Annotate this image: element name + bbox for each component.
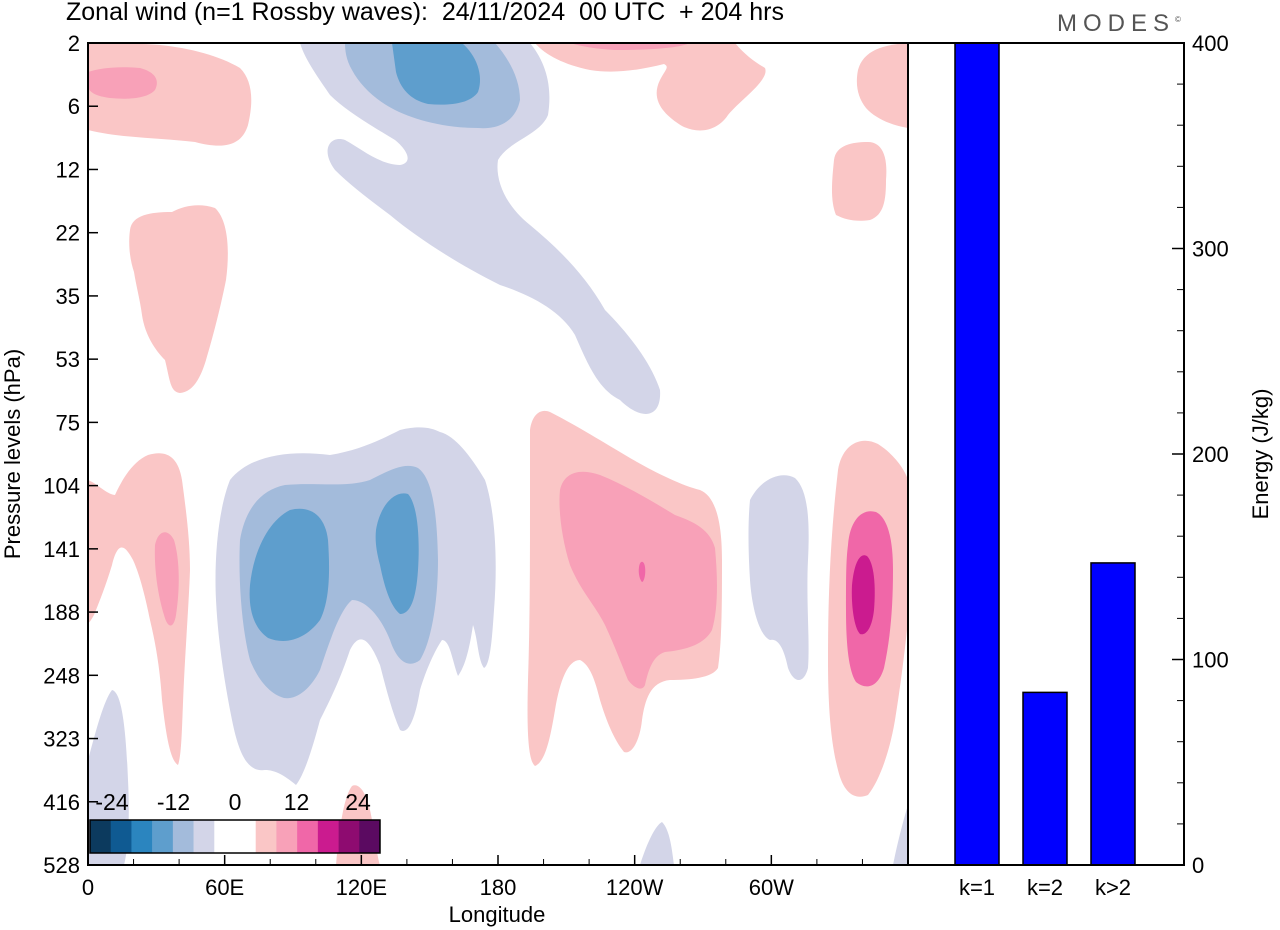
colorbar: -24 -12 0 12 24 bbox=[89, 789, 381, 854]
y-tick-label: 416 bbox=[43, 790, 80, 815]
x-tick-label: 60E bbox=[205, 875, 244, 900]
energy-bars bbox=[954, 42, 1136, 866]
colorbar-swatch bbox=[276, 820, 298, 853]
contour-neg-bottom-mid bbox=[640, 822, 674, 865]
colorbar-swatch bbox=[110, 820, 132, 853]
y-tick-label: 104 bbox=[43, 474, 80, 499]
colorbar-swatch bbox=[338, 820, 360, 853]
contour-plot-frame bbox=[87, 42, 909, 866]
logo-text: MODES bbox=[1057, 10, 1176, 37]
colorbar-swatch bbox=[297, 820, 319, 853]
contour-neg-bottom-right bbox=[893, 805, 908, 865]
chart-title: Zonal wind (n=1 Rossby waves): 24/11/202… bbox=[66, 0, 784, 26]
colorbar-tick-label: 12 bbox=[284, 789, 310, 815]
colorbar-tick-label: 24 bbox=[345, 789, 371, 815]
contour-pos2-trop-middle bbox=[559, 471, 717, 689]
contour-pos2-upper-left bbox=[88, 67, 157, 99]
contour-neg-east bbox=[748, 475, 809, 680]
negative-level-1-regions bbox=[88, 43, 908, 865]
modes-logo: MODES© bbox=[1057, 10, 1181, 37]
y-tick-label: 6 bbox=[68, 94, 80, 119]
energy-axis-ticks: 0 100 200 300 400 bbox=[1172, 31, 1229, 878]
negative-level-3-regions bbox=[249, 43, 481, 641]
contour-pos2-upper-middle bbox=[570, 43, 690, 50]
energy-category-label: k=2 bbox=[1027, 875, 1063, 900]
x-tick-label: 120E bbox=[336, 875, 387, 900]
colorbar-swatch bbox=[359, 820, 381, 853]
energy-tick-label: 100 bbox=[1192, 648, 1229, 673]
contour-pos-trop-left bbox=[88, 453, 190, 765]
energy-category-labels: k=1 k=2 k>2 bbox=[959, 875, 1131, 900]
y-tick-label: 35 bbox=[56, 284, 80, 309]
contour-pos-upper-middle bbox=[535, 43, 766, 131]
colorbar-swatch bbox=[317, 820, 339, 853]
positive-level-4-regions bbox=[851, 555, 875, 635]
positive-level-1-regions bbox=[88, 43, 908, 865]
colorbar-tick-label: -24 bbox=[95, 789, 128, 815]
y-tick-label: 188 bbox=[43, 600, 80, 625]
y-tick-label: 2 bbox=[68, 31, 80, 56]
colorbar-tick-label: 0 bbox=[229, 789, 242, 815]
energy-bar-k=1 bbox=[954, 42, 1000, 866]
colorbar-tick-label: -12 bbox=[157, 789, 190, 815]
energy-tick-label: 300 bbox=[1192, 237, 1229, 262]
colorbar-swatch bbox=[152, 820, 174, 853]
contour-neg3-trop-b bbox=[375, 493, 419, 614]
y-axis-label: Pressure levels (hPa) bbox=[0, 349, 25, 559]
contour-neg-upper-band bbox=[300, 43, 661, 414]
y-tick-label: 141 bbox=[43, 537, 80, 562]
contour-pos-strat-left bbox=[129, 205, 228, 393]
x-tick-label: 0 bbox=[82, 875, 94, 900]
contour-neg3-trop-a bbox=[249, 508, 330, 641]
y-tick-label: 75 bbox=[56, 410, 80, 435]
contour-pos4-trop-right bbox=[851, 555, 875, 635]
contour-pos-strat-right bbox=[832, 142, 887, 221]
x-axis-label: Longitude bbox=[449, 902, 546, 927]
colorbar-frame bbox=[89, 819, 381, 854]
energy-bar-k>2 bbox=[1090, 562, 1136, 866]
energy-category-label: k=1 bbox=[959, 875, 995, 900]
contour-pos2-trop-left bbox=[154, 532, 179, 626]
colorbar-swatch bbox=[235, 820, 257, 853]
x-tick-label: 180 bbox=[480, 875, 517, 900]
x-tick-label: 60W bbox=[749, 875, 794, 900]
y-tick-label: 323 bbox=[43, 727, 80, 752]
colorbar-swatch bbox=[172, 820, 194, 853]
pressure-axis-ticks: 2 6 12 22 35 53 75 104 141 188 248 323 416 528 bbox=[43, 31, 98, 878]
colorbar-swatch bbox=[90, 820, 112, 853]
colorbar-swatch bbox=[131, 820, 153, 853]
contour-pos3-spot bbox=[638, 561, 646, 582]
energy-tick-label: 400 bbox=[1192, 31, 1229, 56]
contour-neg3-upper bbox=[392, 43, 481, 105]
x-tick-label: 120W bbox=[606, 875, 664, 900]
energy-axis-label: Energy (J/kg) bbox=[1248, 389, 1273, 520]
contour-pos-upper-right bbox=[856, 43, 908, 128]
energy-category-label: k>2 bbox=[1095, 875, 1131, 900]
energy-bar-k=2 bbox=[1022, 691, 1068, 866]
y-tick-label: 12 bbox=[56, 157, 80, 182]
positive-level-2-regions bbox=[88, 43, 717, 689]
y-tick-label: 53 bbox=[56, 347, 80, 372]
longitude-axis-ticks: 0 60E 120E 180 120W 60W bbox=[82, 855, 863, 900]
y-tick-label: 528 bbox=[43, 853, 80, 878]
contour-field bbox=[88, 43, 908, 865]
colorbar-swatch bbox=[214, 820, 236, 853]
colorbar-swatch bbox=[193, 820, 215, 853]
energy-tick-label: 0 bbox=[1192, 853, 1204, 878]
energy-tick-label: 200 bbox=[1192, 442, 1229, 467]
y-tick-label: 22 bbox=[56, 221, 80, 246]
y-tick-label: 248 bbox=[43, 663, 80, 688]
colorbar-swatch bbox=[255, 820, 277, 853]
